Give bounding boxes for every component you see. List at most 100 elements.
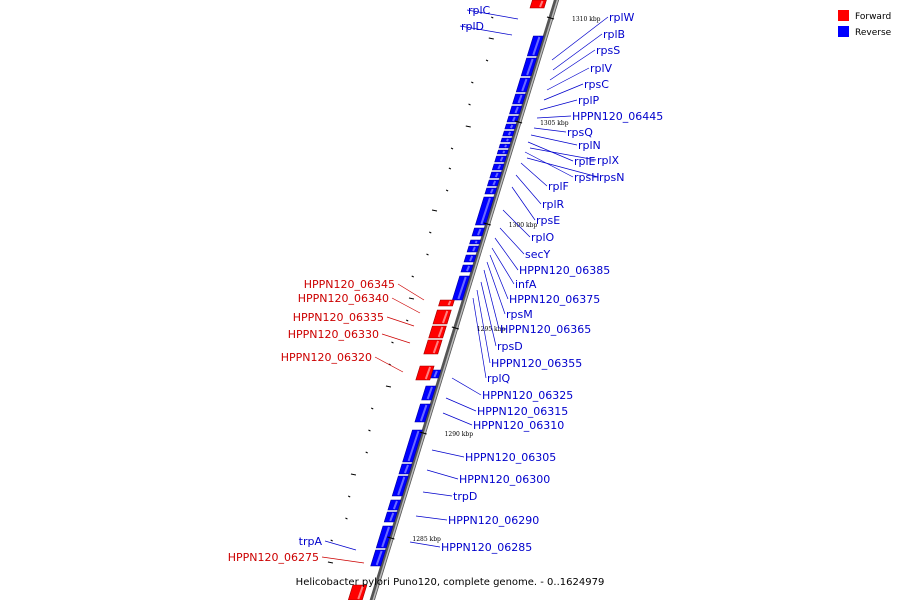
reverse-gene-label: trpA bbox=[299, 535, 323, 548]
reverse-label-connector bbox=[533, 127, 567, 133]
reverse-label-connector bbox=[476, 289, 491, 364]
kbp-tick bbox=[514, 120, 523, 124]
reverse-label-connector bbox=[543, 83, 584, 101]
reverse-label-connector bbox=[486, 261, 506, 315]
reverse-gene-label: rplQ bbox=[487, 372, 511, 385]
reverse-gene-label: rplC bbox=[468, 4, 491, 17]
reverse-gene-label: HPPN120_06385 bbox=[519, 264, 610, 277]
reverse-label-connector bbox=[466, 9, 519, 20]
forward-gene-block bbox=[438, 299, 455, 307]
reverse-gene-label: rpsH bbox=[574, 171, 600, 184]
forward-gene-block bbox=[423, 339, 443, 355]
reverse-gene-label: rplB bbox=[603, 28, 625, 41]
reverse-gene-shade bbox=[521, 78, 528, 92]
reverse-label-connector bbox=[551, 16, 609, 61]
reverse-label-connector bbox=[451, 377, 482, 396]
reverse-gene-shade bbox=[466, 265, 471, 272]
reverse-gene-shade bbox=[419, 404, 428, 422]
reverse-label-connector bbox=[502, 209, 531, 238]
reverse-gene-shade bbox=[480, 197, 491, 225]
reverse-gene-shade bbox=[532, 36, 541, 56]
forward-gene-block bbox=[529, 0, 547, 9]
minor-tick-mark bbox=[345, 517, 348, 520]
forward-gene-block bbox=[428, 325, 447, 339]
minor-tick-mark bbox=[411, 275, 414, 278]
kbp-tick-label: 1295 kbp bbox=[477, 326, 506, 333]
forward-gene-label: HPPN120_06330 bbox=[288, 328, 379, 341]
reverse-label-connector bbox=[409, 541, 441, 548]
reverse-gene-shade bbox=[375, 550, 383, 566]
reverse-gene-label: HPPN120_06305 bbox=[465, 451, 556, 464]
forward-label-connector bbox=[391, 297, 421, 314]
reverse-gene-label: infA bbox=[515, 278, 537, 291]
reverse-label-connector bbox=[526, 157, 599, 178]
minor-tick-mark bbox=[468, 103, 471, 106]
reverse-gene-shade bbox=[407, 430, 420, 462]
reverse-gene-shade bbox=[509, 124, 514, 129]
reverse-gene-shade bbox=[506, 138, 509, 142]
reverse-gene-shade bbox=[433, 370, 438, 378]
kbp-tick-label: 1285 kbp bbox=[412, 536, 441, 543]
reverse-gene-shade bbox=[381, 526, 390, 548]
reverse-label-connector bbox=[552, 33, 603, 71]
reverse-label-connector bbox=[511, 186, 536, 221]
reverse-label-connector bbox=[324, 540, 357, 551]
legend-label-reverse: Reverse bbox=[855, 28, 892, 38]
forward-gene-shade bbox=[437, 326, 444, 338]
reverse-gene-shade bbox=[392, 500, 398, 510]
minor-tick-mark bbox=[445, 189, 449, 192]
reverse-gene-shade bbox=[389, 512, 395, 522]
reverse-label-connector bbox=[483, 269, 500, 330]
reverse-gene-label: HPPN120_06285 bbox=[441, 541, 532, 554]
kbp-tick-label: 1310 kbp bbox=[572, 16, 601, 23]
reverse-gene-shade bbox=[494, 172, 499, 178]
forward-label-connector bbox=[381, 333, 411, 344]
reverse-gene-label: trpD bbox=[453, 490, 477, 503]
forward-gene-shade bbox=[424, 366, 432, 380]
reverse-label-connector bbox=[549, 49, 596, 81]
reverse-label-connector bbox=[442, 412, 473, 426]
reverse-label-connector bbox=[539, 99, 578, 111]
reverse-gene-shade bbox=[526, 58, 534, 76]
reverse-label-connector bbox=[415, 515, 448, 521]
forward-gene-label: HPPN120_06320 bbox=[281, 351, 372, 364]
reverse-gene-label: rpsD bbox=[497, 340, 523, 353]
reverse-gene-label: rpsN bbox=[599, 171, 624, 184]
forward-gene-block bbox=[432, 309, 452, 325]
reverse-label-connector bbox=[515, 174, 542, 205]
reverse-label-connector bbox=[422, 491, 453, 497]
reverse-gene-label: rpsS bbox=[596, 44, 620, 57]
kbp-tick bbox=[451, 326, 459, 330]
forward-gene-shade bbox=[357, 585, 364, 600]
reverse-gene-label: rplD bbox=[461, 20, 484, 33]
reverse-label-connector bbox=[459, 25, 513, 36]
reverse-gene-shade bbox=[502, 150, 506, 154]
minor-tick-mark bbox=[465, 125, 471, 128]
reverse-gene-label: rplV bbox=[590, 62, 613, 75]
reverse-gene-label: rplW bbox=[609, 11, 635, 24]
reverse-gene-shade bbox=[492, 180, 497, 186]
forward-gene-label: HPPN120_06335 bbox=[293, 311, 384, 324]
minor-tick-mark bbox=[426, 253, 429, 256]
backbone-line bbox=[369, 0, 560, 600]
reverse-gene-label: HPPN120_06325 bbox=[482, 389, 573, 402]
minor-tick-mark bbox=[429, 231, 432, 234]
legend-label-forward: Forward bbox=[855, 12, 891, 22]
kbp-tick bbox=[387, 536, 395, 540]
minor-tick-mark bbox=[347, 495, 351, 498]
reverse-gene-label: rpsM bbox=[506, 308, 533, 321]
minor-tick-mark bbox=[406, 319, 409, 322]
reverse-label-connector bbox=[499, 227, 525, 255]
minor-tick-mark bbox=[448, 167, 452, 170]
reverse-gene-shade bbox=[474, 240, 478, 244]
legend-swatch-forward bbox=[838, 10, 849, 21]
reverse-label-connector bbox=[489, 254, 509, 300]
reverse-gene-shade bbox=[499, 156, 504, 162]
minor-tick-mark bbox=[370, 407, 374, 410]
genome-caption: Helicobacter pylori Puno120, complete ge… bbox=[295, 577, 605, 588]
reverse-label-connector bbox=[536, 115, 572, 119]
reverse-gene-label: rplO bbox=[531, 231, 555, 244]
kbp-tick-label: 1300 kbp bbox=[509, 222, 538, 229]
kbp-tick bbox=[483, 222, 491, 226]
reverse-gene-shade bbox=[514, 106, 519, 114]
